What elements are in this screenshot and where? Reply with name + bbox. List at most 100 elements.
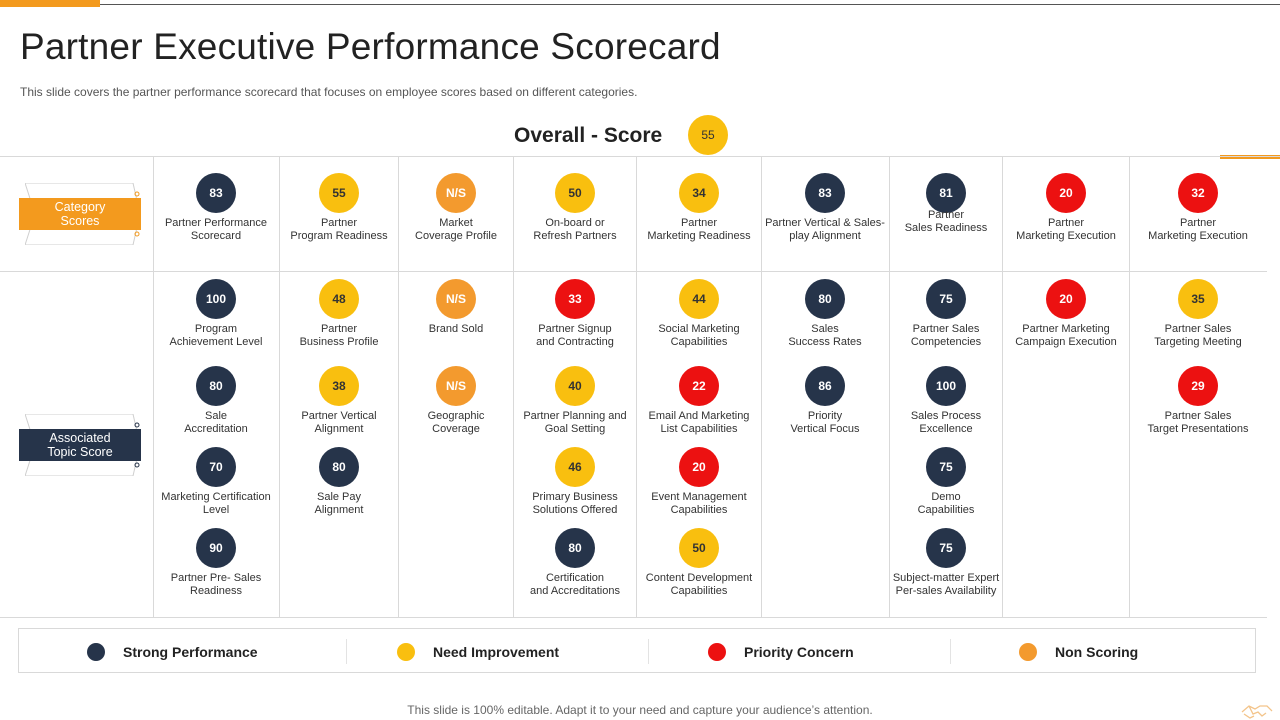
associated-topic-tag: Associated Topic Score: [19, 414, 141, 476]
grid-column-line: [153, 157, 154, 617]
top-accent-bar: [0, 0, 100, 7]
topic-score-cell: 40 Partner Planning and Goal Setting: [515, 366, 635, 436]
score-badge: 29: [1178, 366, 1218, 406]
topic-score-cell: 90 Partner Pre- Sales Readiness: [156, 528, 276, 598]
page-subtitle: This slide covers the partner performanc…: [20, 85, 638, 99]
score-badge: 81: [926, 173, 966, 213]
category-score-cell: 50 On-board or Refresh Partners: [515, 173, 635, 243]
legend-divider: [648, 639, 649, 664]
score-badge: 83: [805, 173, 845, 213]
score-label: Partner Marketing Campaign Execution: [1015, 323, 1117, 348]
topic-score-cell: 80 Sales Success Rates: [765, 279, 885, 349]
grid-row-line: [0, 156, 1280, 157]
score-badge: N/S: [436, 173, 476, 213]
grid-row-line: [0, 617, 1267, 618]
score-label: Market Coverage Profile: [415, 217, 497, 242]
category-score-cell: 83 Partner Vertical & Sales- play Alignme…: [765, 173, 885, 243]
score-badge: 50: [679, 528, 719, 568]
grid-column-line: [1129, 157, 1130, 617]
topic-score-cell: 50 Content Development Capabilities: [639, 528, 759, 598]
score-label: Social Marketing Capabilities: [658, 323, 740, 348]
score-badge: 46: [555, 447, 595, 487]
score-label: Content Development Capabilities: [645, 572, 753, 597]
dot-icon: [1019, 642, 1037, 661]
score-label: Marketing Certification Level: [161, 491, 271, 516]
score-label: Partner Sales Competencies: [910, 323, 982, 348]
legend-label: Priority Concern: [744, 643, 854, 660]
score-badge: 80: [555, 528, 595, 568]
score-badge: 70: [196, 447, 236, 487]
associated-topic-label: Associated Topic Score: [19, 429, 141, 461]
score-label: Sale Pay Alignment: [314, 491, 364, 516]
score-badge: 86: [805, 366, 845, 406]
footer-note: This slide is 100% editable. Adapt it to…: [407, 703, 873, 717]
topic-score-cell: 100 Sales Process Excellence: [886, 366, 1006, 436]
grid-column-line: [513, 157, 514, 617]
topic-score-cell: 80 Sale Accreditation: [156, 366, 276, 436]
score-label: Program Achievement Level: [169, 323, 263, 348]
score-badge: 100: [926, 366, 966, 406]
topic-score-cell: 38 Partner Vertical Alignment: [279, 366, 399, 436]
topic-score-cell: 46 Primary Business Solutions Offered: [515, 447, 635, 517]
score-label: Partner Marketing Readiness: [647, 217, 751, 242]
score-badge: 33: [555, 279, 595, 319]
score-label: Partner Planning and Goal Setting: [523, 410, 627, 435]
score-label: Sales Process Excellence: [910, 410, 982, 435]
grid-column-line: [636, 157, 637, 617]
topic-score-cell: 35 Partner Sales Targeting Meeting: [1138, 279, 1258, 349]
legend-label: Need Improvement: [433, 643, 560, 660]
legend-label: Strong Performance: [123, 643, 258, 660]
topic-score-cell: N/S Geographic Coverage: [396, 366, 516, 436]
topic-score-cell: 44 Social Marketing Capabilities: [639, 279, 759, 349]
score-badge: 75: [926, 447, 966, 487]
legend-divider: [950, 639, 951, 664]
score-badge: 50: [555, 173, 595, 213]
category-score-cell: 32 Partner Marketing Execution: [1138, 173, 1258, 243]
grid-row-line: [0, 271, 1267, 272]
topic-score-cell: 48 Partner Business Profile: [279, 279, 399, 349]
score-badge: N/S: [436, 366, 476, 406]
score-badge: 32: [1178, 173, 1218, 213]
score-badge: 38: [319, 366, 359, 406]
score-label: Event Management Capabilities: [651, 491, 747, 516]
score-badge: 20: [679, 447, 719, 487]
score-badge: 34: [679, 173, 719, 213]
grid-column-line: [761, 157, 762, 617]
overall-score-badge: 55: [688, 115, 728, 155]
score-badge: 20: [1046, 279, 1086, 319]
score-label: Partner Pre- Sales Readiness: [170, 572, 262, 597]
score-label: Partner Business Profile: [299, 323, 379, 348]
dot-icon: [397, 642, 415, 661]
legend-label: Non Scoring: [1055, 643, 1139, 660]
category-score-cell: N/S Market Coverage Profile: [396, 173, 516, 243]
score-badge: 80: [805, 279, 845, 319]
score-label: Partner Signup and Contracting: [536, 323, 614, 348]
grid-column-line: [398, 157, 399, 617]
grid-column-line: [279, 157, 280, 617]
handshake-icon: [1241, 705, 1273, 719]
score-label: Partner Vertical & Sales- play Alignment: [765, 217, 885, 242]
score-label: Geographic Coverage: [427, 410, 485, 435]
topic-score-cell: N/S Brand Sold: [396, 279, 516, 336]
topic-score-cell: 29 Partner Sales Target Presentations: [1138, 366, 1258, 436]
legend: Strong Performance Need Improvement Prio…: [18, 628, 1256, 673]
score-badge: N/S: [436, 279, 476, 319]
score-label: Subject-matter Expert Per-sales Availabi…: [892, 572, 1000, 597]
score-badge: 75: [926, 279, 966, 319]
score-badge: 48: [319, 279, 359, 319]
top-divider: [100, 4, 1280, 5]
category-scores-label: Category Scores: [19, 198, 141, 230]
topic-score-cell: 33 Partner Signup and Contracting: [515, 279, 635, 349]
score-badge: 100: [196, 279, 236, 319]
topic-score-cell: 22 Email And Marketing List Capabilities: [639, 366, 759, 436]
score-badge: 80: [319, 447, 359, 487]
score-label: Partner Program Readiness: [290, 217, 388, 242]
category-score-cell: 81 Partner Sales Readiness: [886, 173, 1006, 235]
topic-score-cell: 80 Sale Pay Alignment: [279, 447, 399, 517]
score-badge: 44: [679, 279, 719, 319]
grid-column-line: [1002, 157, 1003, 617]
category-score-cell: 20 Partner Marketing Execution: [1006, 173, 1126, 243]
score-badge: 90: [196, 528, 236, 568]
score-label: Demo Capabilities: [917, 491, 975, 516]
grid-column-line: [889, 157, 890, 617]
